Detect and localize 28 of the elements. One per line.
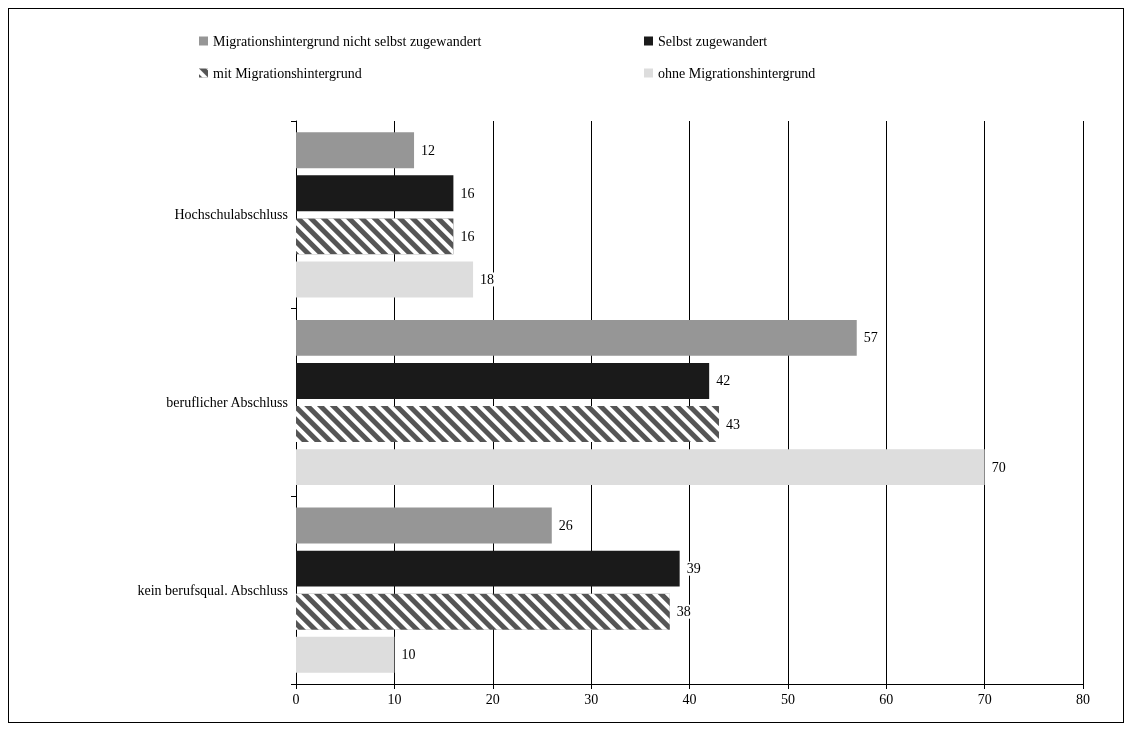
- y-tick-label: kein berufsqual. Abschluss: [137, 582, 288, 598]
- x-tick-label: 50: [780, 691, 795, 707]
- x-tick-label: 80: [1076, 691, 1090, 707]
- data-label: 18: [480, 271, 495, 287]
- legend-label: mit Migrationshintergrund: [213, 65, 362, 81]
- data-label: 43: [726, 416, 741, 432]
- y-tick-label: beruflicher Abschluss: [166, 395, 288, 410]
- legend-label: ohne Migrationshintergrund: [658, 65, 816, 81]
- data-label: 57: [863, 330, 878, 346]
- x-tick-label: 30: [584, 691, 599, 707]
- x-tick-label: 40: [682, 691, 697, 707]
- legend-label: Migrationshintergrund nicht selbst zugewandert: [213, 33, 482, 49]
- x-tick-label: 20: [485, 691, 500, 707]
- data-label: 16: [460, 185, 475, 201]
- data-label: 39: [686, 561, 701, 577]
- data-label: 70: [991, 459, 1006, 475]
- x-tick-label: 70: [977, 691, 992, 707]
- data-label: 26: [558, 518, 573, 534]
- legend-label: Selbst zugewandert: [658, 33, 768, 49]
- x-tick-label: 10: [387, 691, 402, 707]
- data-label: 16: [460, 228, 475, 244]
- data-label: 10: [401, 647, 416, 663]
- x-tick-label: 0: [292, 691, 300, 707]
- data-label: 38: [676, 604, 691, 620]
- y-tick-label: Hochschulabschluss: [174, 207, 288, 223]
- x-tick-label: 60: [879, 691, 894, 707]
- data-label: 42: [716, 373, 731, 389]
- data-label: 12: [421, 142, 436, 158]
